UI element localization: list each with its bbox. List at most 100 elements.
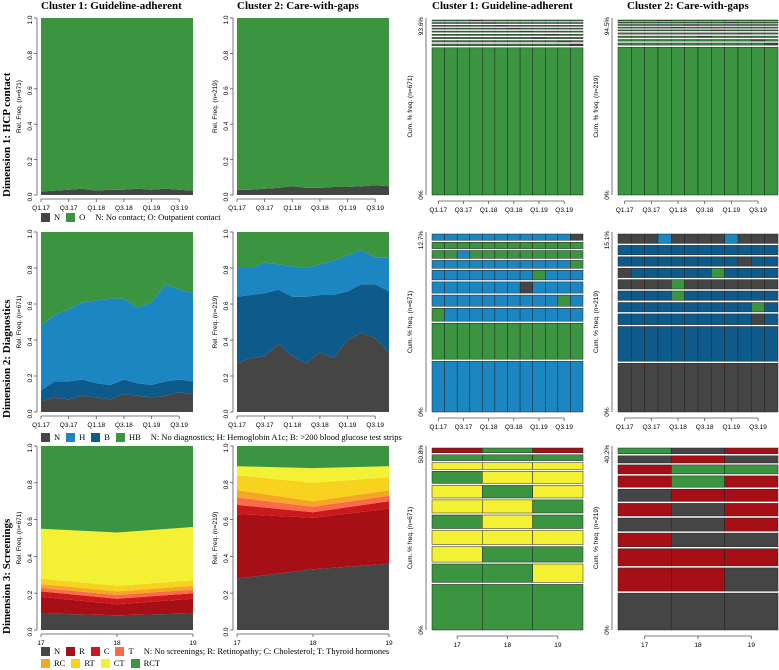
chart-a3-seq-5-cell xyxy=(557,30,571,33)
chart-a3-seq-0-cell xyxy=(431,47,445,196)
chart-a3-seq-1-cell xyxy=(456,43,471,47)
chart-a3-seq-2-cell xyxy=(570,40,584,43)
chart-b3-seq-8-cell xyxy=(507,242,521,249)
chart-b3-seq-4-cell xyxy=(557,281,571,294)
chart-b4-seq-1-cell xyxy=(644,326,659,362)
chart-b4-seq-6-cell xyxy=(631,267,645,278)
chart-b4-seq-5-cell xyxy=(737,279,752,290)
chart-a3-seq-0-cell xyxy=(519,47,533,196)
chart-a3-seq-4-cell xyxy=(532,33,546,36)
chart-b2-x-tick-label: Q1.18 xyxy=(283,422,301,429)
chart-b4-seq-6-cell xyxy=(684,267,699,278)
chart-a3-x-tick-label: Q3.17 xyxy=(455,207,473,214)
chart-b3-seq-8-cell xyxy=(456,242,471,249)
chart-b4-seq-1-cell xyxy=(671,326,685,362)
chart-c4-seq-2-cell xyxy=(617,548,672,567)
chart-c3-bottom-label: 0% xyxy=(418,625,425,635)
chart-b2-y-tick-label: 0.8 xyxy=(223,265,230,274)
chart-a3-seq-4-cell xyxy=(469,33,483,36)
chart-c4-seq-8-cell xyxy=(617,464,672,475)
chart-a4-seq-3-cell xyxy=(657,35,672,38)
chart-a4-seq-5-cell xyxy=(697,29,712,32)
chart-a4-seq-9-cell xyxy=(751,19,765,22)
chart-a1-x-tick-label: Q1.18 xyxy=(87,205,105,212)
chart-a4-seq-8-cell xyxy=(617,21,632,24)
chart-b3-seq-1-cell xyxy=(456,322,471,360)
chart-b3-seq-2-cell xyxy=(444,308,458,322)
chart-a3-seq-1-cell xyxy=(494,43,508,47)
chart-a3-seq-3-cell xyxy=(507,37,521,39)
chart-c3-seq-2-cell xyxy=(532,546,584,563)
chart-b3-seq-7-cell xyxy=(494,250,508,259)
chart-b3-x-tick-label: Q3.18 xyxy=(505,424,523,431)
chart-b3-x-tick-label: Q1.17 xyxy=(429,424,447,431)
chart-b1-y-tick-label: 0.4 xyxy=(27,337,34,346)
column-title-3: Cluster 1: Guideline-adherent xyxy=(432,0,573,12)
chart-b1-area-h xyxy=(41,284,193,391)
chart-c2-x-tick-label: 17 xyxy=(233,640,241,647)
chart-a4-seq-6-cell xyxy=(724,26,739,29)
chart-b1-x-tick-label: Q3.19 xyxy=(170,422,188,429)
chart-a3-seq-7-cell xyxy=(431,25,445,27)
chart-b3-seq-5-cell xyxy=(570,270,584,281)
chart-b3-seq-8-cell xyxy=(482,242,496,249)
chart-c4-seq-0-cell xyxy=(671,592,725,631)
chart-c2-area-rct xyxy=(237,446,389,469)
chart-c2-area-r xyxy=(237,508,389,579)
chart-a3-seq-0-cell xyxy=(482,47,496,196)
chart-c1-area-c xyxy=(41,591,193,605)
chart-c4-seq-8-cell xyxy=(671,464,725,475)
chart-b4-x-tick-label: Q3.19 xyxy=(749,424,767,431)
chart-a4-seq-2-cell xyxy=(644,39,659,42)
chart-b4-seq-4-cell xyxy=(657,290,672,301)
chart-a3-seq-4-cell xyxy=(444,33,458,36)
chart-a4-seq-1-cell xyxy=(617,42,632,46)
chart-b4-seq-6-cell xyxy=(657,267,672,278)
chart-b4-x-tick-label: Q1.18 xyxy=(669,424,687,431)
chart-b3-seq-2-cell xyxy=(482,308,496,322)
chart-c4-top-label: 40.2% xyxy=(604,445,611,464)
chart-b4-seq-5-cell xyxy=(751,279,765,290)
chart-b3-seq-5-cell xyxy=(444,270,458,281)
chart-a4-seq-8-cell xyxy=(657,21,672,24)
chart-c2-x-tick-label: 19 xyxy=(385,640,393,647)
chart-b4-seq-6-cell xyxy=(724,267,739,278)
chart-b4-seq-3-cell xyxy=(697,302,712,313)
chart-a3-seq-6-cell xyxy=(469,27,483,30)
chart-a4-seq-3-cell xyxy=(697,35,712,38)
legend-label-b: B xyxy=(104,432,110,442)
chart-a3-seq-1-cell xyxy=(570,43,584,47)
chart-a4-seq-3-cell xyxy=(751,35,765,38)
chart-b4-seq-8-cell xyxy=(751,245,765,256)
chart-a4-seq-7-cell xyxy=(764,24,779,26)
chart-b3-seq-8-cell xyxy=(519,242,533,249)
chart-b3-seq-4-cell xyxy=(456,281,471,294)
chart-a4-seq-7-cell xyxy=(697,24,712,26)
chart-a4-x-tick-label: Q1.17 xyxy=(616,207,634,214)
chart-a3-seq-7-cell xyxy=(494,25,508,27)
legend-label-r: R xyxy=(79,646,85,656)
chart-c4-y-label: Cum. % freq. (n=219) xyxy=(593,507,600,569)
chart-b3-seq-2-cell xyxy=(545,308,559,322)
chart-a3-seq-6-cell xyxy=(456,27,471,30)
chart-b4-seq-3-cell xyxy=(724,302,739,313)
chart-b3-seq-8-cell xyxy=(557,242,571,249)
chart-b3-seq-9-cell xyxy=(469,233,483,241)
chart-b4-seq-1-cell xyxy=(751,326,765,362)
chart-a4-seq-7-cell xyxy=(617,24,632,26)
chart-c4-x-tick-label: 19 xyxy=(748,642,756,649)
chart-b3-seq-3-cell xyxy=(431,294,445,307)
chart-b4-seq-8-cell xyxy=(697,245,712,256)
chart-b3-seq-4-cell xyxy=(570,281,584,294)
chart-b3-seq-4-cell xyxy=(444,281,458,294)
chart-b4-bottom-label: 0% xyxy=(604,407,611,417)
chart-b3-seq-6-cell xyxy=(431,260,445,269)
chart-c4-seq-10-cell xyxy=(671,447,725,455)
chart-c3-seq-9-cell xyxy=(532,454,584,461)
chart-c4-seq-7-cell xyxy=(724,475,779,488)
chart-b3-seq-3-cell xyxy=(557,294,571,307)
chart-b3-seq-4-cell xyxy=(507,281,521,294)
chart-a4-seq-5-cell xyxy=(617,29,632,32)
chart-b4-seq-9-cell xyxy=(631,233,645,244)
chart-a3-seq-3-cell xyxy=(557,37,571,39)
